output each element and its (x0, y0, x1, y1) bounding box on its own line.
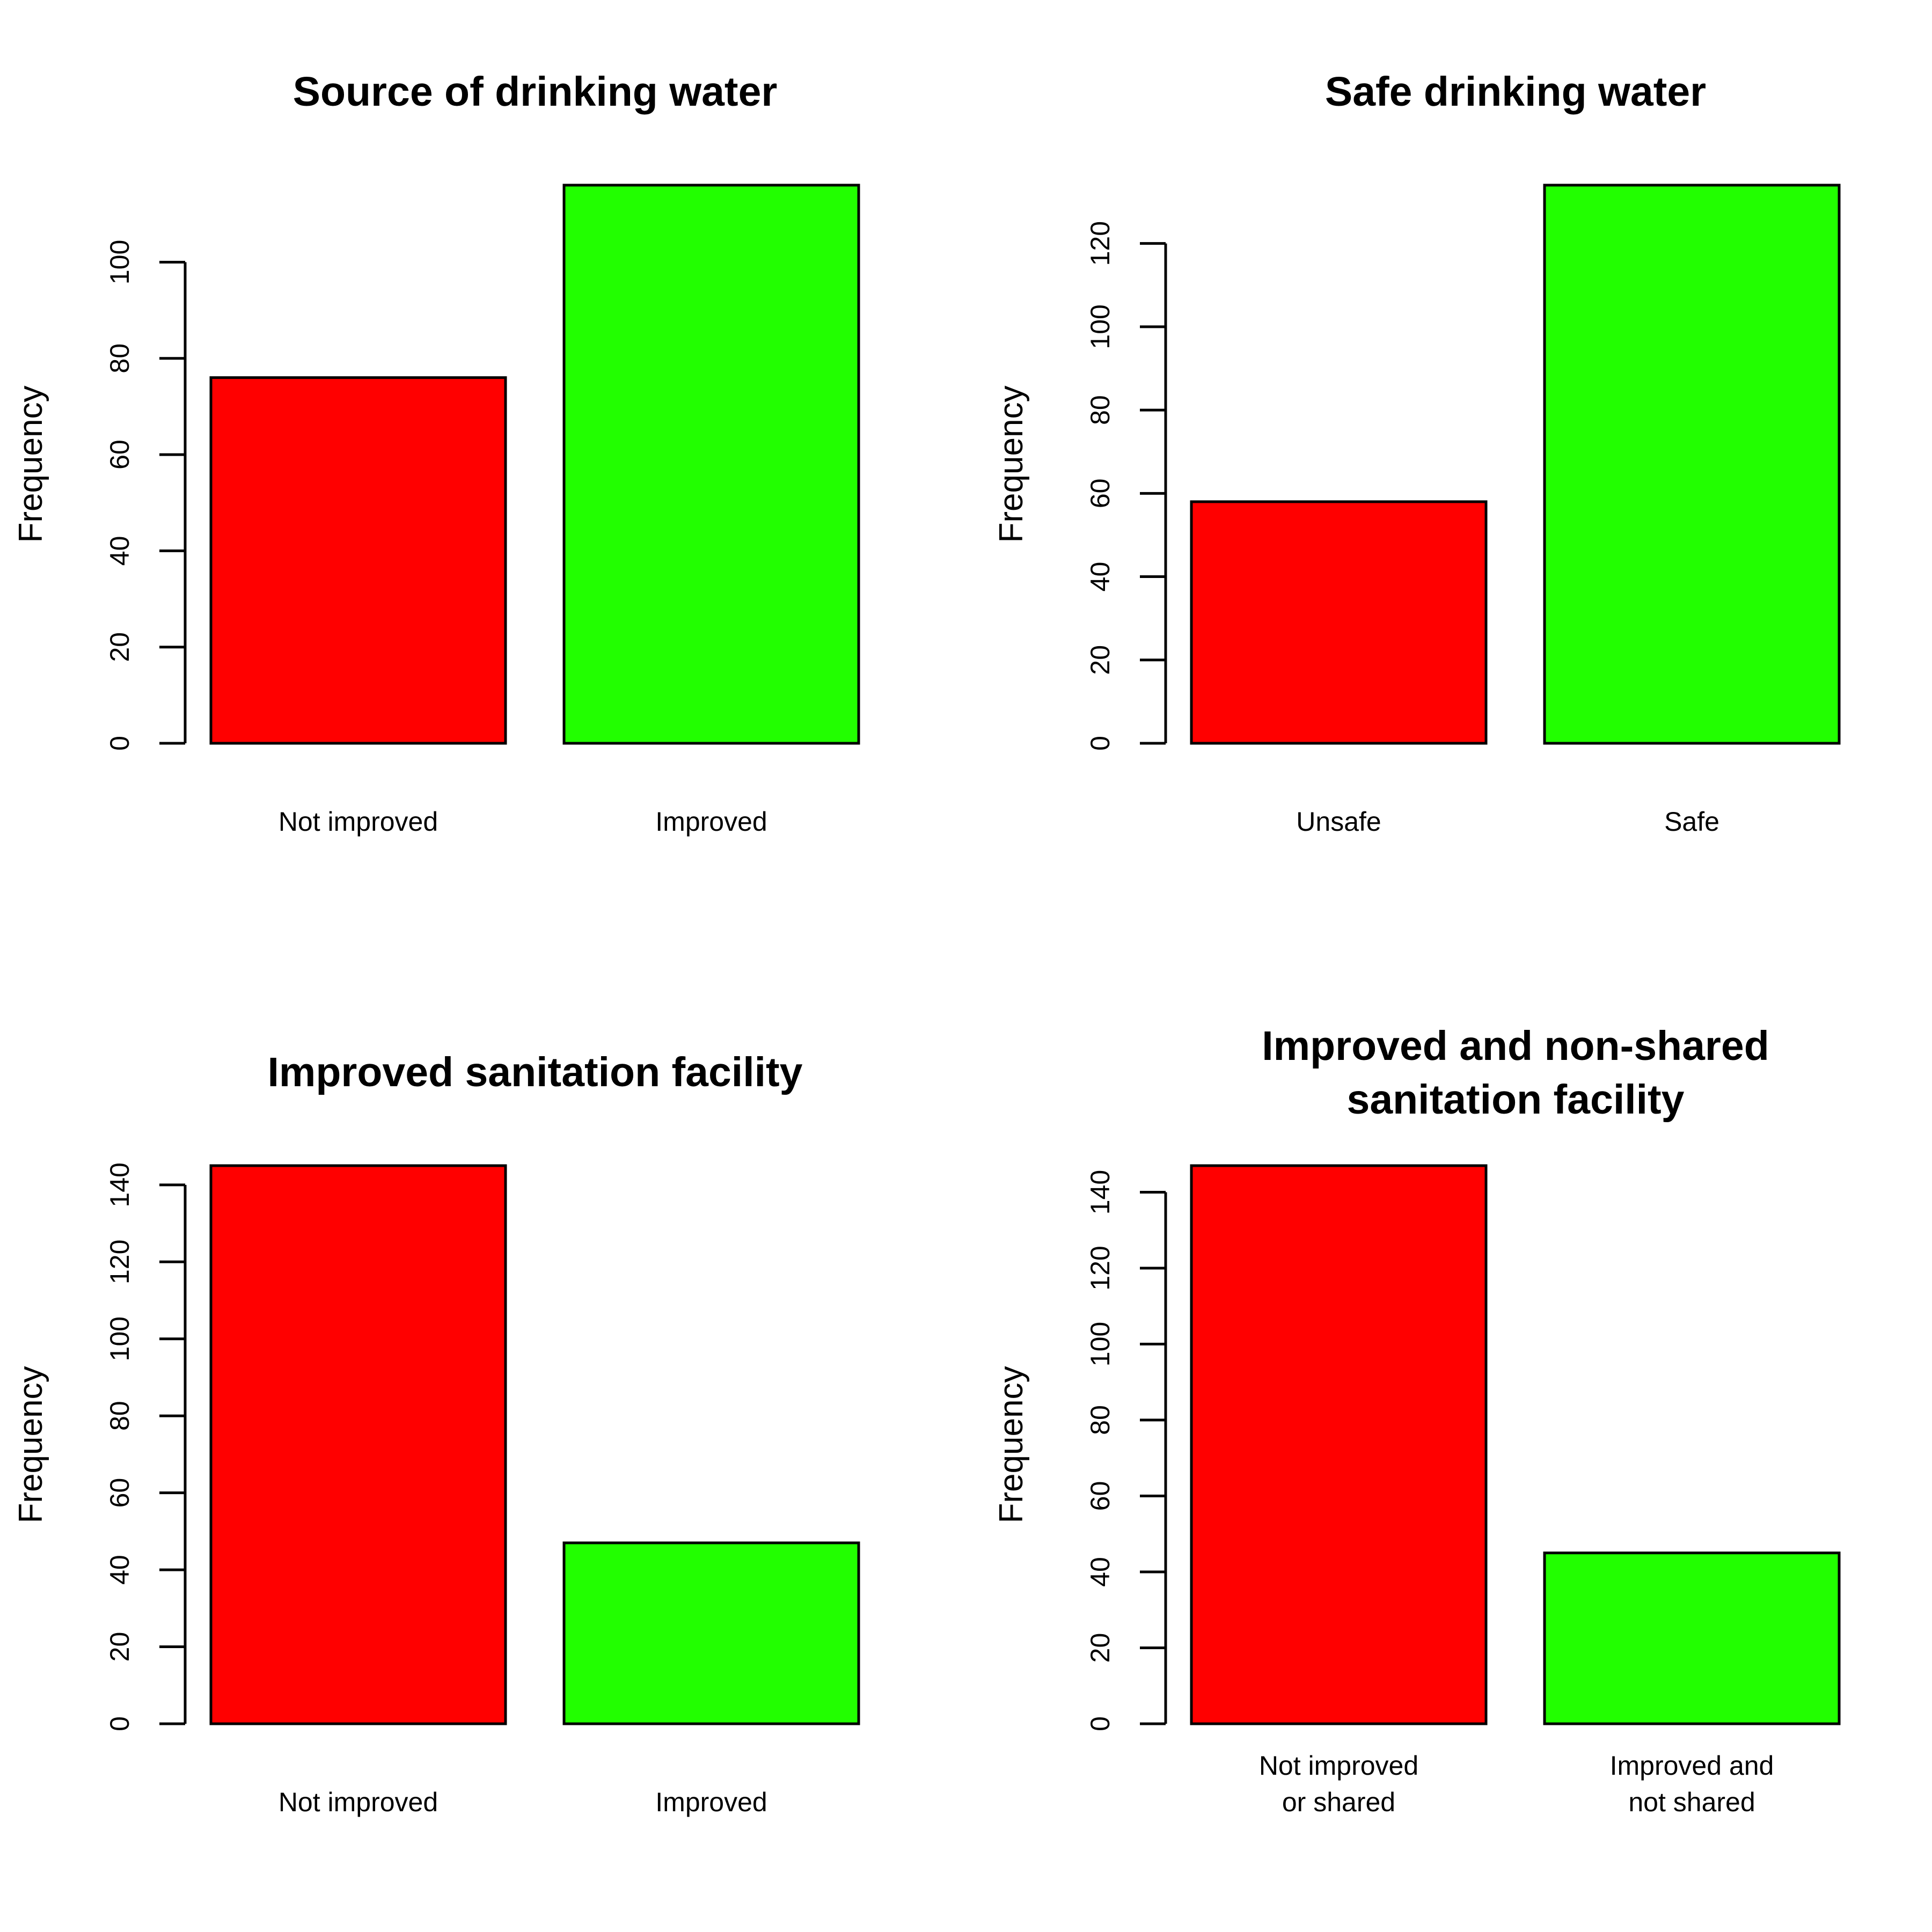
y-tick-label: 40 (105, 536, 135, 566)
y-tick-label: 100 (105, 1316, 135, 1361)
y-tick-label: 0 (105, 736, 135, 751)
y-axis-label: Frequency (993, 386, 1030, 543)
bar-safe (1543, 184, 1841, 745)
x-category-label: Improved and not shared (1610, 1751, 1774, 1817)
y-tick-label: 60 (1085, 479, 1115, 509)
x-category-label: Safe (1664, 807, 1719, 837)
x-category-label: Improved (655, 1787, 767, 1817)
y-tick-label: 100 (1085, 1322, 1115, 1366)
y-tick-label: 20 (105, 632, 135, 662)
x-category-label: Not improved (279, 807, 438, 837)
bar-not-improved (209, 1164, 507, 1725)
y-tick-label: 140 (1085, 1170, 1115, 1214)
bar-improved-and-not-shared (1543, 1552, 1841, 1725)
chart-title: Safe drinking water (1325, 69, 1706, 115)
chart-title: Improved sanitation facility (268, 1049, 803, 1095)
bar-not-improved (209, 376, 507, 745)
y-tick-label: 40 (1085, 562, 1115, 592)
y-tick-label: 20 (105, 1632, 135, 1662)
bar-improved (562, 1541, 860, 1725)
chart-title: Improved and non-shared sanitation facili… (1262, 1023, 1769, 1123)
y-tick-label: 100 (105, 240, 135, 284)
x-category-label: Unsafe (1296, 807, 1381, 837)
y-tick-label: 80 (105, 343, 135, 374)
y-tick-label: 0 (105, 1716, 135, 1731)
chart-panel-3: Improved sanitation facility 0 20 40 60 80 100… (12, 1049, 860, 1817)
y-tick-label: 60 (105, 1478, 135, 1508)
y-axis-label: Frequency (993, 1366, 1030, 1524)
chart-title: Source of drinking water (293, 69, 778, 115)
y-tick-label: 80 (105, 1401, 135, 1431)
bar-improved (562, 184, 860, 745)
y-tick-label: 120 (1085, 1246, 1115, 1290)
x-category-label: Not improved or shared (1259, 1751, 1418, 1817)
y-tick-label: 120 (1085, 221, 1115, 266)
y-tick-label: 60 (1085, 1481, 1115, 1511)
chart-panel-4: Improved and non-shared sanitation facili… (993, 1023, 1841, 1817)
y-tick-label: 100 (1085, 304, 1115, 349)
y-tick-label: 80 (1085, 1405, 1115, 1435)
y-tick-label: 40 (1085, 1557, 1115, 1587)
y-tick-label: 120 (105, 1240, 135, 1284)
y-axis-label: Frequency (12, 386, 49, 543)
y-tick-label: 20 (1085, 645, 1115, 675)
y-tick-label: 140 (105, 1162, 135, 1207)
x-category-label: Improved (655, 807, 767, 837)
y-tick-label: 80 (1085, 395, 1115, 425)
bar-unsafe (1190, 500, 1488, 745)
y-tick-label: 0 (1085, 736, 1115, 751)
y-tick-label: 60 (105, 440, 135, 470)
x-category-label: Not improved (279, 1787, 438, 1817)
bar-not-improved-or-shared (1190, 1164, 1488, 1725)
y-axis-label: Frequency (12, 1366, 49, 1524)
y-tick-label: 20 (1085, 1633, 1115, 1663)
chart-panel-2: Safe drinking water 0 20 40 60 80 100 120 Freque… (993, 69, 1841, 837)
y-tick-label: 0 (1085, 1716, 1115, 1731)
y-tick-label: 40 (105, 1555, 135, 1585)
chart-panel-1: Source of drinking water 0 20 40 60 80 100 Freq… (12, 69, 860, 837)
